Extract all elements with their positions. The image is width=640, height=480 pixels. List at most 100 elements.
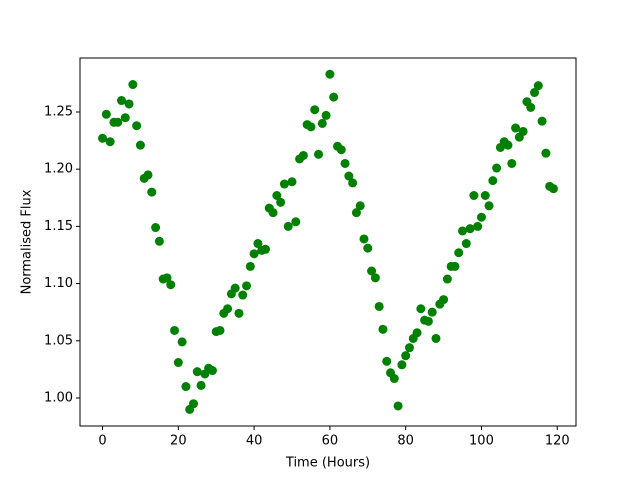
x-tick-label: 40 bbox=[246, 434, 263, 449]
y-tick-label: 1.15 bbox=[44, 219, 73, 234]
data-point bbox=[298, 150, 308, 160]
data-point bbox=[317, 118, 327, 128]
data-point bbox=[351, 208, 361, 218]
data-point bbox=[412, 328, 422, 338]
data-point bbox=[416, 304, 426, 314]
data-point bbox=[177, 337, 187, 347]
data-point bbox=[423, 316, 433, 326]
data-point bbox=[268, 208, 278, 218]
data-point bbox=[207, 366, 217, 376]
data-point bbox=[382, 356, 392, 366]
data-point bbox=[101, 109, 111, 119]
data-point bbox=[427, 307, 437, 317]
data-point bbox=[533, 81, 543, 91]
data-point bbox=[260, 244, 270, 254]
data-point bbox=[404, 343, 414, 353]
data-point bbox=[120, 113, 130, 123]
y-tick-label: 1.05 bbox=[44, 333, 73, 348]
data-point bbox=[173, 358, 183, 368]
data-point bbox=[321, 110, 331, 120]
data-point bbox=[355, 201, 365, 211]
data-point bbox=[135, 140, 145, 150]
x-tick-label: 80 bbox=[397, 434, 414, 449]
data-point bbox=[374, 301, 384, 311]
y-tick-label: 1.20 bbox=[44, 162, 73, 177]
data-point bbox=[291, 217, 301, 227]
data-point bbox=[276, 197, 286, 207]
data-point bbox=[431, 333, 441, 343]
data-point bbox=[279, 179, 289, 189]
y-axis-label: Normalised Flux bbox=[20, 189, 35, 294]
data-point bbox=[253, 239, 263, 249]
data-point bbox=[234, 308, 244, 318]
data-point bbox=[287, 177, 297, 187]
data-point bbox=[105, 137, 115, 147]
data-point bbox=[336, 145, 346, 155]
data-point bbox=[537, 116, 547, 126]
data-point bbox=[132, 121, 142, 131]
x-tick-label: 20 bbox=[170, 434, 187, 449]
data-point bbox=[518, 126, 528, 136]
data-point bbox=[344, 171, 354, 181]
data-point bbox=[124, 99, 134, 109]
data-point bbox=[245, 261, 255, 271]
data-point bbox=[465, 224, 475, 234]
data-point bbox=[310, 105, 320, 115]
data-point bbox=[454, 248, 464, 258]
x-tick-label: 60 bbox=[322, 434, 339, 449]
data-point bbox=[113, 117, 123, 127]
data-point bbox=[128, 80, 138, 90]
x-axis-label: Time (Hours) bbox=[285, 456, 370, 471]
data-point bbox=[215, 325, 225, 335]
data-point bbox=[192, 367, 202, 377]
data-point bbox=[473, 221, 483, 231]
data-point bbox=[181, 382, 191, 392]
data-point bbox=[98, 133, 108, 143]
data-point bbox=[526, 102, 536, 112]
data-point bbox=[476, 212, 486, 222]
data-point bbox=[507, 158, 517, 168]
data-point bbox=[458, 226, 468, 236]
data-point bbox=[359, 234, 369, 244]
data-point bbox=[480, 190, 490, 200]
x-tick-label: 0 bbox=[98, 434, 106, 449]
data-point bbox=[154, 236, 164, 246]
data-point bbox=[223, 304, 233, 314]
data-point bbox=[442, 274, 452, 284]
data-point bbox=[541, 148, 551, 158]
data-point bbox=[196, 380, 206, 390]
data-point bbox=[325, 69, 335, 79]
data-point bbox=[329, 92, 339, 102]
data-point bbox=[272, 190, 282, 200]
data-point bbox=[397, 360, 407, 370]
data-point bbox=[439, 295, 449, 305]
data-point bbox=[367, 266, 377, 276]
data-point bbox=[389, 374, 399, 384]
data-point bbox=[492, 163, 502, 173]
data-point bbox=[488, 176, 498, 186]
data-point bbox=[530, 88, 540, 98]
data-point bbox=[188, 399, 198, 409]
data-point bbox=[116, 96, 126, 106]
data-point bbox=[340, 158, 350, 168]
data-point bbox=[147, 187, 157, 197]
data-point bbox=[314, 149, 324, 159]
data-point bbox=[283, 221, 293, 231]
y-tick-label: 1.00 bbox=[44, 390, 73, 405]
data-point bbox=[484, 201, 494, 211]
y-tick-label: 1.25 bbox=[44, 104, 73, 119]
data-point bbox=[511, 123, 521, 133]
data-point bbox=[170, 325, 180, 335]
x-tick-label: 100 bbox=[469, 434, 494, 449]
data-point bbox=[242, 281, 252, 291]
axes-frame bbox=[79, 57, 577, 427]
data-point bbox=[143, 170, 153, 180]
data-point bbox=[230, 283, 240, 293]
data-point bbox=[469, 190, 479, 200]
data-point bbox=[151, 223, 161, 233]
data-point bbox=[162, 273, 172, 283]
x-tick-label: 120 bbox=[545, 434, 570, 449]
data-point bbox=[401, 351, 411, 361]
